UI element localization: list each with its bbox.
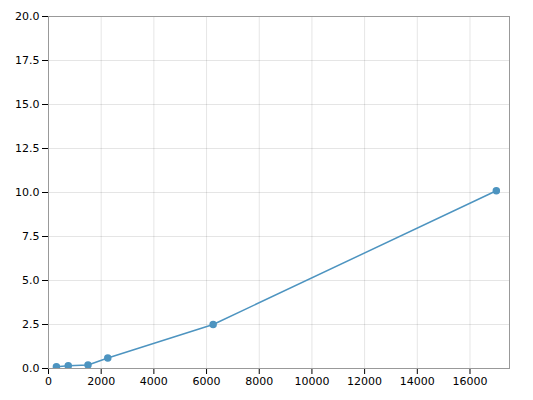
svg-text:16000: 16000 (452, 375, 487, 388)
svg-text:0: 0 (45, 375, 52, 388)
svg-text:12.5: 12.5 (15, 142, 40, 155)
svg-text:10000: 10000 (294, 375, 329, 388)
svg-text:6000: 6000 (193, 375, 221, 388)
svg-text:2.5: 2.5 (22, 318, 40, 331)
svg-text:8000: 8000 (245, 375, 273, 388)
svg-text:12000: 12000 (347, 375, 382, 388)
svg-text:15.0: 15.0 (15, 98, 40, 111)
svg-text:7.5: 7.5 (22, 230, 40, 243)
svg-text:20.0: 20.0 (15, 10, 40, 23)
svg-text:2000: 2000 (87, 375, 115, 388)
svg-text:4000: 4000 (140, 375, 168, 388)
svg-text:5.0: 5.0 (22, 274, 40, 287)
svg-text:0.0: 0.0 (22, 362, 40, 375)
svg-text:14000: 14000 (400, 375, 435, 388)
svg-text:10.0: 10.0 (15, 186, 40, 199)
svg-text:17.5: 17.5 (15, 54, 40, 67)
